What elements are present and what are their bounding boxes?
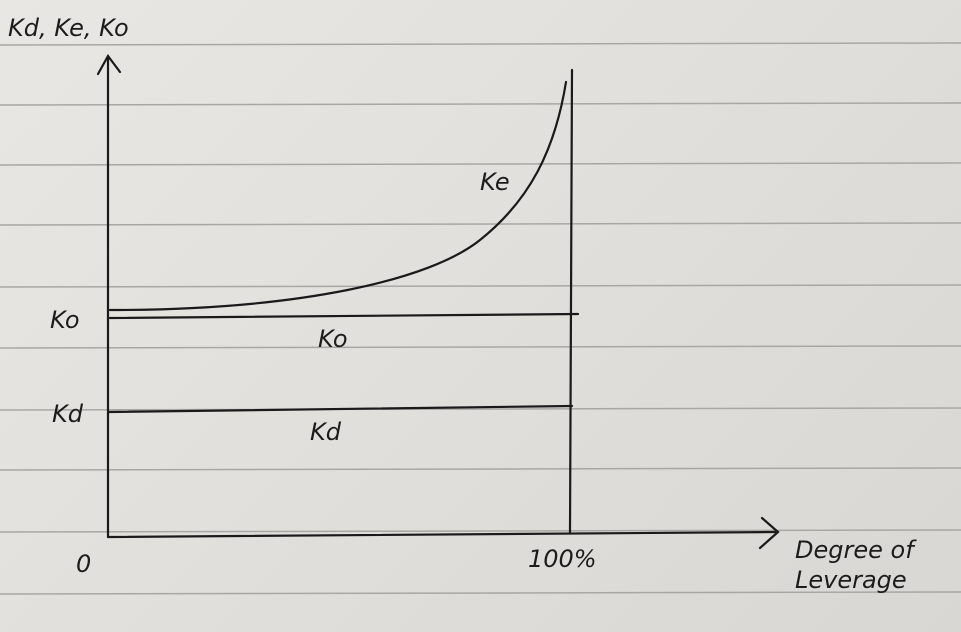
kd-axis-label: Kd	[52, 400, 83, 428]
x-end-label: 100%	[528, 545, 597, 573]
limit-line	[570, 70, 572, 532]
ko-axis-label: Ko	[50, 306, 80, 334]
x-axis-label: Degree of Leverage	[795, 535, 945, 595]
y-axis-label: Kd, Ke, Ko	[8, 14, 129, 42]
ke-curve	[110, 82, 566, 310]
x-axis	[108, 532, 775, 537]
page: Kd, Ke, Ko Ko Kd Ke Ko Kd 0 100% Degree …	[0, 0, 961, 632]
kd-curve-label: Kd	[310, 418, 341, 446]
ko-line	[110, 314, 578, 318]
ke-curve-label: Ke	[480, 168, 510, 196]
origin-label: 0	[76, 550, 91, 578]
ko-curve-label: Ko	[318, 325, 348, 353]
